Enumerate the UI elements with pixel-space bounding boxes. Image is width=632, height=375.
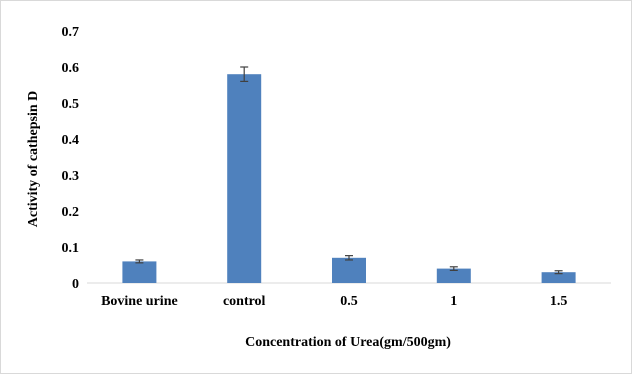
y-tick-label: 0.3 [62, 169, 80, 184]
y-tick-label: 0 [72, 277, 79, 292]
y-tick-label: 0.4 [62, 133, 80, 148]
y-tick-label: 0.1 [62, 241, 80, 256]
x-category-label: 0.5 [340, 294, 358, 309]
bar [227, 74, 262, 283]
bar [436, 268, 471, 283]
error-bar [345, 255, 353, 261]
x-category-label: 1 [450, 294, 457, 309]
error-bar [240, 66, 249, 83]
x-category-label: Bovine urine [101, 294, 178, 309]
bars [122, 74, 576, 283]
error-bar [135, 259, 144, 264]
x-category-label: 1.5 [550, 294, 568, 309]
y-axis-title: Activity of cathepsin D [26, 91, 41, 228]
y-tick-label: 0.7 [62, 25, 80, 40]
x-category-label: control [223, 294, 266, 309]
y-tick-label: 0.6 [62, 61, 80, 76]
error-bars [135, 66, 563, 275]
bar [541, 272, 576, 283]
y-tick-label: 0.2 [62, 205, 80, 220]
bar [332, 257, 366, 283]
error-bar [449, 266, 458, 271]
y-tick-labels: 0 0.1 0.2 0.3 0.4 0.5 0.6 0.7 [62, 25, 80, 292]
error-bar [554, 270, 563, 275]
y-tick-label: 0.5 [62, 97, 80, 112]
x-axis-title: Concentration of Urea(gm/500gm) [245, 335, 451, 350]
x-category-labels: Bovine urine control 0.5 1 1.5 [101, 294, 567, 309]
bar [122, 261, 157, 283]
